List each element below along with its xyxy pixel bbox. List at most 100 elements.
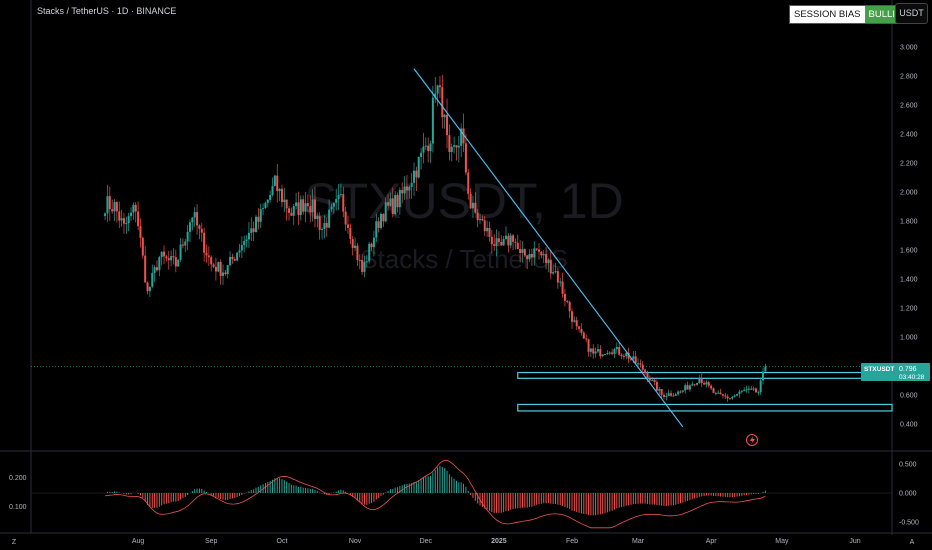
candle (448, 124, 451, 161)
candle-body (573, 320, 576, 322)
candle-body (198, 225, 201, 229)
candle (618, 341, 621, 356)
candle (247, 222, 250, 248)
candle-body (580, 328, 583, 333)
candle (363, 255, 366, 278)
candle-body (660, 389, 663, 395)
candle-body (575, 320, 578, 327)
candle-body (309, 206, 312, 213)
candle (422, 132, 425, 164)
candle (252, 221, 255, 242)
watermark: STXUSDT, 1D Stacks / TetherUS (304, 173, 624, 274)
oscillator-tick-label: 0.500 (899, 462, 917, 469)
candle (106, 184, 109, 222)
bottom-corner-icons[interactable]: Z A (12, 539, 915, 546)
price-tick-label: 1.200 (900, 306, 918, 313)
candle-body (344, 211, 347, 225)
candle-body (500, 241, 503, 246)
candle-body (615, 347, 618, 350)
candle-body (599, 349, 602, 357)
alert-icon[interactable] (746, 434, 758, 446)
candle-body (403, 186, 406, 194)
candle-body (606, 353, 609, 355)
candle-body (356, 245, 359, 260)
candle-body (217, 262, 220, 272)
candle-body (710, 385, 713, 389)
auto-scale-icon[interactable]: A (910, 539, 915, 546)
candle (589, 348, 592, 358)
candle (321, 227, 324, 240)
candle-body (351, 238, 354, 248)
candle (361, 254, 364, 275)
candle (144, 246, 147, 283)
candle (700, 373, 703, 387)
candle-body (714, 392, 717, 394)
candle (752, 386, 755, 392)
candle-body (493, 244, 496, 246)
candle (219, 259, 222, 285)
candle (764, 363, 767, 372)
candle-body (174, 257, 177, 267)
candle-body (207, 255, 210, 258)
candle-body (429, 143, 432, 151)
candle-body (288, 208, 291, 213)
candle (108, 186, 111, 221)
candle-body (530, 253, 533, 258)
candle (434, 76, 437, 103)
candle (113, 199, 116, 222)
candle (651, 376, 654, 381)
candle (714, 391, 717, 396)
candle (417, 156, 420, 179)
candle (104, 212, 107, 221)
candle (446, 98, 449, 149)
candle (585, 334, 588, 343)
candle-body (528, 253, 531, 260)
candle (193, 207, 196, 228)
candle-body (292, 206, 295, 216)
candle (481, 215, 484, 222)
timezone-icon[interactable]: Z (12, 539, 17, 546)
candle (427, 137, 430, 163)
candle-body (193, 212, 196, 218)
candle (134, 201, 137, 223)
candle (488, 221, 491, 242)
candle-body (441, 87, 444, 118)
candle-body (568, 301, 571, 312)
candle (158, 255, 161, 277)
candle-body (726, 396, 729, 399)
candle (380, 212, 382, 230)
candle-body (172, 256, 175, 258)
candle (738, 389, 741, 398)
candle (111, 199, 114, 214)
candle-body (262, 208, 265, 210)
candle (674, 392, 677, 397)
candle-body (387, 202, 390, 206)
session-bias-label: SESSION BIAS (790, 6, 865, 23)
oscillator-axis[interactable]: 0.500 0.000 -0.500 0.200 0.100 (9, 462, 919, 527)
candle (460, 123, 463, 158)
candle-body (733, 395, 736, 397)
candle (382, 213, 385, 227)
candle (686, 381, 689, 390)
candle (688, 383, 691, 392)
candle-body (318, 216, 321, 230)
candle (172, 248, 175, 265)
candle (653, 378, 656, 386)
descending-trendline[interactable] (413, 68, 684, 428)
candle-body (460, 128, 463, 146)
candle-body (144, 255, 147, 283)
candle-body (686, 385, 689, 390)
candle (344, 206, 347, 231)
candle (538, 243, 540, 260)
currency-button[interactable]: USDT (895, 3, 928, 24)
candle (368, 242, 371, 264)
time-tick-label: Sep (205, 538, 218, 545)
candle (403, 176, 406, 200)
time-axis[interactable]: Aug Sep Oct Nov Dec 2025 Feb Mar Apr May Jun (132, 538, 861, 545)
candle-body (443, 114, 446, 118)
candle-body (434, 93, 437, 98)
candle (667, 389, 670, 397)
candle-body (717, 392, 720, 394)
candle-body (594, 351, 597, 354)
